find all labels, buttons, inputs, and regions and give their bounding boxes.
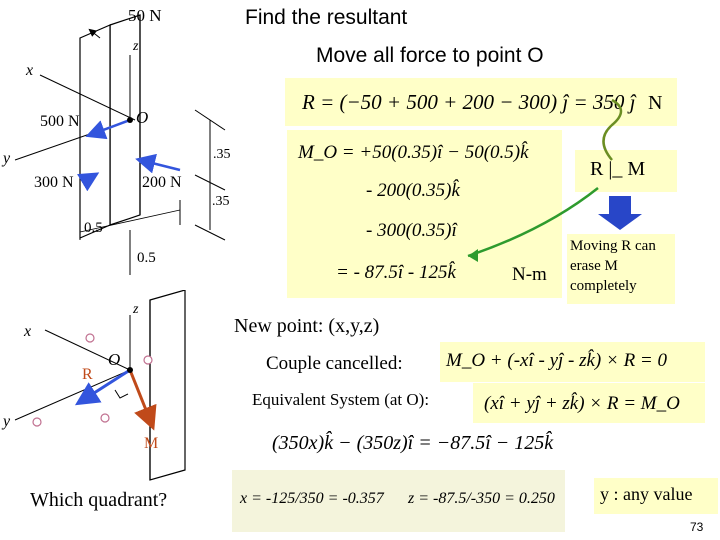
marker-circle-3 bbox=[32, 417, 42, 427]
y-note-box bbox=[594, 478, 718, 514]
resultant-R-label: R bbox=[82, 366, 93, 383]
dim-right-1: .35 bbox=[213, 147, 231, 162]
solution-box bbox=[232, 470, 565, 532]
dim-bottom-1: 0.5 bbox=[84, 220, 103, 236]
slide-subtitle: Move all force to point O bbox=[316, 44, 544, 67]
bottom-diagram bbox=[14, 290, 186, 481]
point-O-label: O bbox=[136, 108, 149, 127]
perp-box bbox=[575, 150, 677, 192]
force-50N-arrow bbox=[88, 28, 101, 39]
axis-y-label-2: y bbox=[3, 413, 11, 430]
axis-z-label-2: z bbox=[133, 302, 139, 317]
x-axis-line-2 bbox=[44, 329, 131, 371]
x-solution: x = -125/350 = -0.357 bbox=[240, 490, 384, 507]
resultant-equation: R = (−50 + 500 + 200 − 300) ĵ = 350 ĵ bbox=[302, 90, 636, 114]
page-number: 73 bbox=[690, 520, 704, 534]
axis-y-label: y bbox=[3, 150, 11, 167]
z-solution: z = -87.5/-350 = 0.250 bbox=[408, 490, 555, 507]
moment-unit: N-m bbox=[512, 264, 547, 285]
down-arrow-icon bbox=[598, 196, 642, 230]
force-label-200N: 200 N bbox=[142, 174, 182, 191]
top-diagram bbox=[14, 14, 226, 275]
resultant-box bbox=[285, 78, 677, 126]
force-label-50N: 50 N bbox=[128, 6, 162, 25]
moment-box bbox=[287, 130, 562, 298]
force-500N-arrow bbox=[85, 118, 131, 140]
y-note: y : any value bbox=[600, 484, 693, 504]
quadrant-question: Which quadrant? bbox=[30, 489, 168, 511]
resultant-unit: N bbox=[648, 92, 663, 114]
couple-box bbox=[440, 342, 705, 382]
axis-x-label-2: x bbox=[24, 323, 32, 340]
marker-circle-1 bbox=[85, 333, 95, 343]
x-axis-line bbox=[39, 74, 136, 121]
point-O-dot bbox=[127, 117, 133, 123]
axis-x-label: x bbox=[26, 62, 34, 79]
equiv-equation: (xî + yĵ + zk̂) × R = M_O bbox=[484, 393, 680, 414]
moment-M-arrow bbox=[128, 369, 157, 431]
moment-M-label: M bbox=[144, 435, 159, 452]
couple-label: Couple cancelled: bbox=[266, 353, 403, 374]
force-200N-arrow bbox=[135, 153, 181, 174]
axis-z-label: z bbox=[133, 39, 139, 54]
dim-bottom-2: 0.5 bbox=[137, 250, 156, 266]
moment-line-1: M_O = +50(0.35)î − 50(0.5)k̂ bbox=[298, 142, 529, 163]
moving-note: Moving R can erase M completely bbox=[570, 238, 656, 294]
equiv-box bbox=[473, 383, 705, 423]
dim-right-2: .35 bbox=[212, 194, 230, 209]
moment-line-3: - 300(0.35)î bbox=[366, 220, 457, 241]
marker-circle-2 bbox=[143, 355, 153, 365]
force-300N-arrow bbox=[76, 172, 100, 192]
couple-equation: M_O + (-xî - yĵ - zk̂) × R = 0 bbox=[446, 350, 668, 371]
moving-note-box bbox=[567, 234, 675, 304]
new-point-text: New point: (x,y,z) bbox=[234, 315, 380, 337]
green-connector bbox=[467, 187, 599, 258]
equiv-label: Equivalent System (at O): bbox=[252, 390, 430, 409]
force-label-300N: 300 N bbox=[34, 174, 74, 191]
resultant-R-arrow bbox=[74, 368, 131, 406]
moment-result: = - 87.5î - 125k̂ bbox=[336, 262, 456, 283]
moment-line-2: - 200(0.35)k̂ bbox=[366, 180, 460, 201]
expanded-equation: (350x)k̂ − (350z)î = −87.5î − 125k̂ bbox=[272, 432, 554, 454]
olive-connector bbox=[602, 98, 623, 161]
slide-title: Find the resultant bbox=[245, 6, 408, 29]
force-label-500N: 500 N bbox=[40, 113, 80, 130]
y-axis-line-2 bbox=[14, 369, 131, 421]
point-O-label-2: O bbox=[108, 350, 121, 369]
perp-label: R |_ M bbox=[590, 158, 646, 180]
marker-circle-4 bbox=[100, 413, 110, 423]
